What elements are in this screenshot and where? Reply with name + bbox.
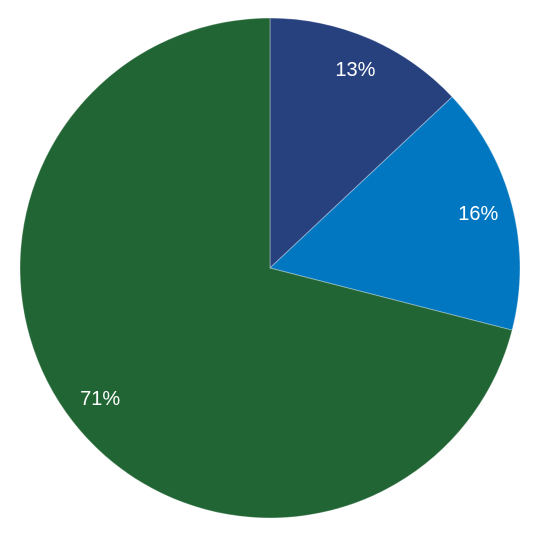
slice-label: 16% bbox=[458, 203, 498, 225]
pie-slice bbox=[19, 17, 513, 519]
pie-slice bbox=[268, 96, 521, 331]
slice-label: 13% bbox=[335, 59, 375, 81]
slice-label: 71% bbox=[80, 388, 120, 410]
pie-slice bbox=[269, 17, 453, 270]
